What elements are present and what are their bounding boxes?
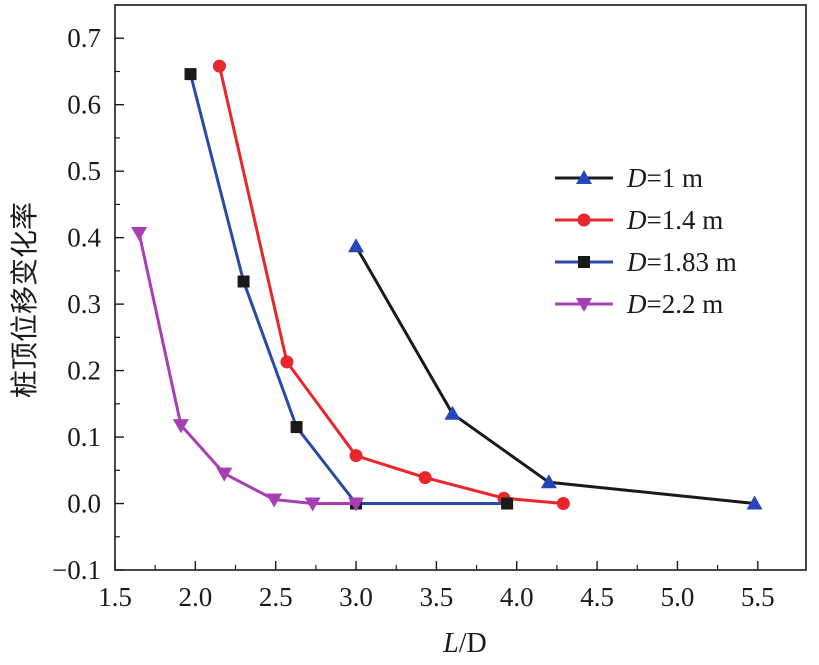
legend-entry-4: D=2.2 m bbox=[555, 289, 723, 319]
legend-entry-1: D=1 m bbox=[555, 163, 703, 193]
data-point bbox=[746, 495, 763, 510]
data-point bbox=[501, 497, 514, 510]
x-tick-label: 3.0 bbox=[339, 582, 373, 612]
data-point bbox=[280, 355, 294, 369]
series-3 bbox=[184, 68, 514, 510]
series-line bbox=[354, 245, 755, 505]
y-tick-label: 0.1 bbox=[67, 422, 101, 452]
y-axis-label: 桩顶位移变化率 bbox=[9, 202, 41, 398]
x-axis-label-italic: L bbox=[442, 628, 459, 659]
data-point bbox=[418, 471, 432, 485]
series-2 bbox=[212, 59, 570, 511]
legend-label: D=1.4 m bbox=[626, 205, 723, 235]
legend-label-rest: =1.83 m bbox=[647, 247, 737, 277]
y-tick-label: 0.0 bbox=[67, 489, 101, 519]
legend-label-italic: D bbox=[626, 205, 647, 235]
plot-frame bbox=[114, 4, 807, 571]
legend-entry-3: D=1.83 m bbox=[555, 247, 737, 277]
series-layer bbox=[131, 59, 763, 512]
data-point bbox=[444, 405, 461, 420]
legend-label: D=1.83 m bbox=[626, 247, 737, 277]
x-tick-label: 4.5 bbox=[580, 582, 614, 612]
x-tick-label: 3.5 bbox=[420, 582, 454, 612]
y-tick-label: 0.6 bbox=[67, 90, 101, 120]
data-point bbox=[131, 226, 148, 241]
data-point bbox=[348, 238, 365, 253]
x-tick-label: 4.0 bbox=[500, 582, 534, 612]
y-tick-label: 0.5 bbox=[67, 156, 101, 186]
data-point bbox=[212, 59, 226, 73]
y-tick-label: −0.1 bbox=[52, 555, 101, 585]
data-point bbox=[266, 493, 283, 508]
x-tick-label: 2.0 bbox=[178, 582, 212, 612]
legend-swatch-marker bbox=[577, 213, 591, 227]
legend-label: D=2.2 m bbox=[626, 289, 723, 319]
legend: D=1 mD=1.4 mD=1.83 mD=2.2 m bbox=[555, 163, 737, 319]
legend-entry-2: D=1.4 m bbox=[555, 205, 723, 235]
data-point bbox=[172, 419, 189, 434]
legend-swatch-marker bbox=[576, 170, 592, 184]
x-tick-label: 2.5 bbox=[259, 582, 293, 612]
data-point bbox=[348, 497, 365, 512]
data-point bbox=[304, 497, 321, 512]
legend-label-italic: D bbox=[626, 289, 647, 319]
x-tick-label: 1.5 bbox=[98, 582, 132, 612]
data-point bbox=[216, 467, 233, 482]
series-line bbox=[189, 73, 508, 505]
data-point bbox=[349, 449, 363, 463]
axes: 1.5 2.0 2.5 3.0 3.5 4.0 4.5 5.0 5.5 −0.1 0.0 0.1 0.2… bbox=[52, 4, 807, 612]
x-tick-label: 5.5 bbox=[741, 582, 775, 612]
legend-label-italic: D bbox=[626, 247, 647, 277]
x-tick-label: 5.0 bbox=[661, 582, 695, 612]
series-line bbox=[218, 65, 564, 505]
x-axis-label-rest: /D bbox=[459, 628, 487, 659]
data-point bbox=[556, 497, 570, 511]
legend-swatch-marker bbox=[578, 256, 590, 268]
y-tick-label: 0.7 bbox=[67, 23, 101, 53]
legend-label: D=1 m bbox=[626, 163, 703, 193]
y-tick-label: 0.2 bbox=[67, 356, 101, 386]
series-line bbox=[137, 232, 356, 505]
y-tick-label: 0.3 bbox=[67, 289, 101, 319]
legend-label-rest: =2.2 m bbox=[647, 289, 724, 319]
legend-swatch-marker bbox=[576, 298, 592, 312]
series-1 bbox=[348, 238, 763, 510]
data-point bbox=[540, 474, 557, 489]
legend-label-italic: D bbox=[626, 163, 647, 193]
legend-label-rest: =1.4 m bbox=[647, 205, 724, 235]
x-axis-label: L/D bbox=[442, 628, 487, 659]
data-point bbox=[237, 275, 250, 288]
series-4 bbox=[131, 226, 365, 512]
y-tick-label: 0.4 bbox=[67, 223, 101, 253]
legend-label-rest: =1 m bbox=[647, 163, 703, 193]
data-point bbox=[184, 68, 197, 81]
data-point bbox=[290, 421, 303, 434]
